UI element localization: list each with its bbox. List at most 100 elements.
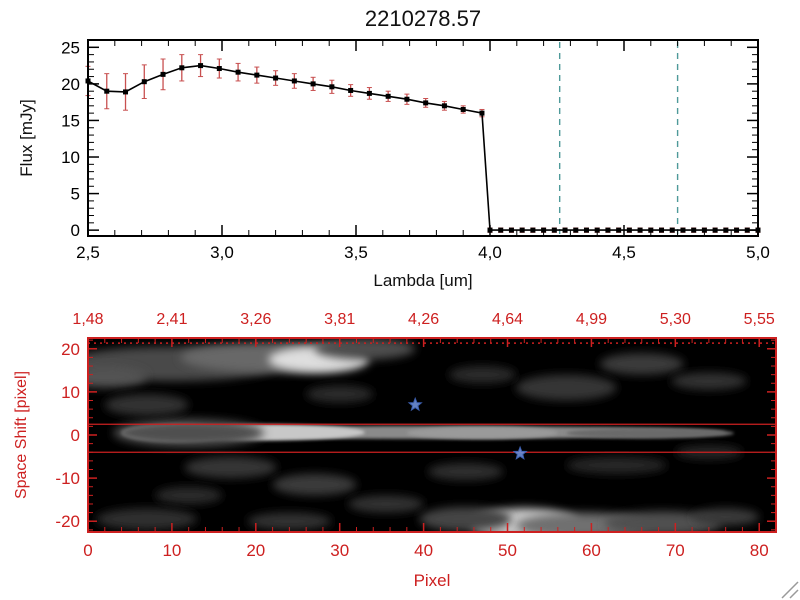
data-point-marker <box>479 110 485 116</box>
top-axis-wavelength-label: 3,81 <box>324 311 355 328</box>
data-point-marker <box>460 106 466 112</box>
image-blob <box>599 353 684 375</box>
image-blob <box>692 508 760 526</box>
y-tick-label: -10 <box>55 469 80 488</box>
top-plot-frame <box>87 39 759 237</box>
data-point-marker <box>530 227 536 233</box>
spectrum-plot: 2,5 3,0 3,5 4,0 4,5 5,0 0 5 10 15 20 25 <box>61 38 770 262</box>
y-tick-label: -20 <box>55 512 80 531</box>
image-blob <box>113 419 265 447</box>
image-blob <box>155 486 223 504</box>
bottom-chart-xlabel: Pixel <box>414 571 451 590</box>
top-chart-title: 2210278.57 <box>365 6 481 31</box>
top-chart-xlabel: Lambda [um] <box>373 271 472 290</box>
x-tick-label: 30 <box>330 541 349 560</box>
top-axis-wavelength-label: 4,64 <box>492 311 523 328</box>
x-tick-label: 4,5 <box>612 243 636 262</box>
image-blob <box>671 372 747 390</box>
spectrum-line <box>87 64 758 231</box>
x-tick-label: 10 <box>162 541 181 560</box>
x-tick-label: 20 <box>246 541 265 560</box>
star-marker[interactable] <box>407 396 423 412</box>
data-point-marker <box>637 227 643 233</box>
image-blob <box>247 512 332 530</box>
data-point-marker <box>179 65 185 71</box>
data-point-marker <box>423 100 429 106</box>
top-axis-wavelength-label: 1,48 <box>72 311 103 328</box>
data-point-marker <box>385 93 391 99</box>
image-blob <box>419 506 512 532</box>
data-point-marker <box>160 71 166 77</box>
image-blob <box>184 456 277 479</box>
data-point-marker <box>616 227 622 233</box>
top-axis-wavelength-label: 4,99 <box>576 311 607 328</box>
star-marker[interactable] <box>512 445 528 460</box>
data-point-marker <box>562 227 568 233</box>
x-tick-label: 5,0 <box>746 243 770 262</box>
image-blob <box>96 508 198 530</box>
spectral-image-plot: 0 10 20 30 40 50 60 70 80 20 10 0 -10 -20 1,48 2,41 3,26… <box>55 311 777 560</box>
image-blob <box>88 366 147 388</box>
data-point-marker <box>605 227 611 233</box>
image-blob <box>406 426 558 439</box>
x-tick-label: 3,5 <box>344 243 368 262</box>
y-tick-label: 25 <box>61 38 80 57</box>
data-point-marker <box>573 227 579 233</box>
data-point-marker <box>508 227 514 233</box>
x-tick-label: 0 <box>83 541 92 560</box>
y-tick-label: 10 <box>61 148 80 167</box>
image-blob <box>348 495 424 513</box>
top-chart-ylabel: Flux [mJy] <box>17 99 36 176</box>
data-point-marker <box>198 63 204 69</box>
resize-grip-icon[interactable] <box>781 581 799 599</box>
x-tick-label: 80 <box>750 541 769 560</box>
data-point-marker <box>366 90 372 96</box>
image-blob <box>272 473 357 496</box>
top-axis-wavelength-label: 3,26 <box>240 311 271 328</box>
image-blob <box>566 456 667 474</box>
y-tick-label: 10 <box>61 383 80 402</box>
data-point-marker <box>441 103 447 109</box>
data-point-marker <box>626 227 632 233</box>
data-point-marker <box>669 227 675 233</box>
top-axis-wavelength-label: 2,41 <box>156 311 187 328</box>
data-point-marker <box>404 96 410 102</box>
data-point-marker <box>141 79 147 85</box>
image-blob <box>314 338 416 360</box>
data-point-marker <box>498 227 504 233</box>
y-tick-label: 20 <box>61 340 80 359</box>
data-point-marker <box>254 72 260 78</box>
x-tick-label: 70 <box>666 541 685 560</box>
top-axis-wavelength-label: 5,55 <box>744 311 775 328</box>
image-blob <box>104 394 189 416</box>
y-tick-label: 0 <box>71 221 80 240</box>
data-point-marker <box>348 87 354 93</box>
x-tick-label: 40 <box>414 541 433 560</box>
image-blob <box>448 366 516 384</box>
x-tick-label: 3,0 <box>210 243 234 262</box>
data-point-marker <box>659 227 665 233</box>
image-blob <box>604 511 722 532</box>
image-blob <box>427 463 504 481</box>
data-point-marker <box>291 78 297 84</box>
x-tick-label: 50 <box>498 541 517 560</box>
data-point-marker <box>712 227 718 233</box>
spectral-image-content <box>88 338 760 532</box>
data-point-marker <box>734 227 740 233</box>
data-point-marker <box>123 89 129 95</box>
top-axis-wavelength-label: 4,26 <box>408 311 439 328</box>
y-tick-label: 20 <box>61 75 80 94</box>
top-axis-wavelength-label: 5,30 <box>660 311 691 328</box>
x-tick-label: 4,0 <box>478 243 502 262</box>
bottom-chart-ylabel: Space Shift [pixel] <box>13 371 30 499</box>
data-point-marker <box>329 84 335 90</box>
data-point-marker <box>680 227 686 233</box>
data-point-marker <box>235 69 241 75</box>
data-point-marker <box>310 81 316 87</box>
data-point-marker <box>216 66 222 72</box>
data-point-marker <box>723 227 729 233</box>
image-blob <box>306 385 374 403</box>
image-blob <box>566 428 735 439</box>
